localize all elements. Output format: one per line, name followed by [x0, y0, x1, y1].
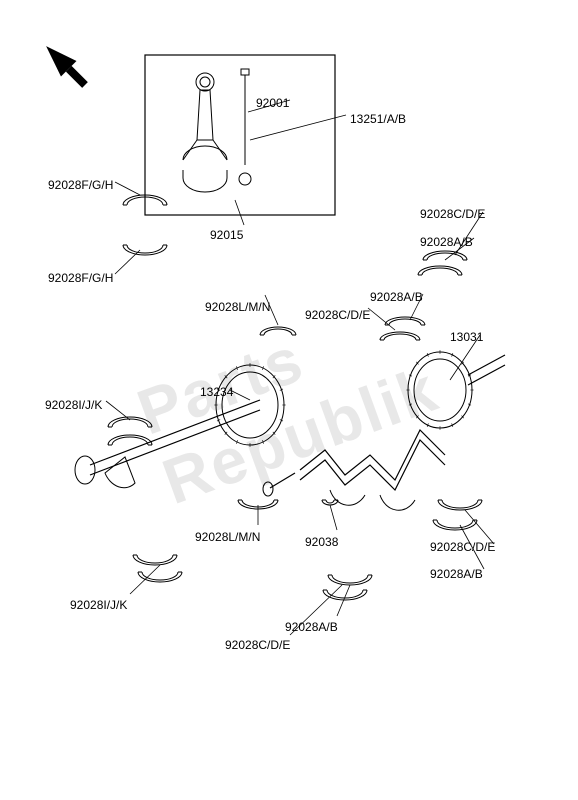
part-label-l12: 13234 [200, 385, 233, 399]
part-label-l20: 92028C/D/E [225, 638, 290, 652]
part-label-l4: 92015 [210, 228, 243, 242]
part-label-l17: 92028A/B [430, 567, 483, 581]
part-label-l18: 92028I/J/K [70, 598, 127, 612]
part-label-l13: 92028I/J/K [45, 398, 102, 412]
part-label-l9: 92028A/B [370, 290, 423, 304]
part-label-l19: 92028A/B [285, 620, 338, 634]
part-label-l1: 92001 [256, 96, 289, 110]
part-label-l3: 92028F/G/H [48, 178, 113, 192]
part-label-l8: 92028L/M/N [205, 300, 270, 314]
diagram-container: Parts Republik 9200113251/A/B92028F/G/H9… [0, 0, 578, 800]
part-label-l11: 13031 [450, 330, 483, 344]
part-label-l6: 92028A/B [420, 235, 473, 249]
labels-layer: 9200113251/A/B92028F/G/H9201592028C/D/E9… [0, 0, 578, 800]
part-label-l5: 92028C/D/E [420, 207, 485, 221]
part-label-l16: 92028C/D/E [430, 540, 495, 554]
part-label-l2: 13251/A/B [350, 112, 406, 126]
part-label-l7: 92028F/G/H [48, 271, 113, 285]
part-label-l15: 92038 [305, 535, 338, 549]
part-label-l10: 92028C/D/E [305, 308, 370, 322]
part-label-l14: 92028L/M/N [195, 530, 260, 544]
